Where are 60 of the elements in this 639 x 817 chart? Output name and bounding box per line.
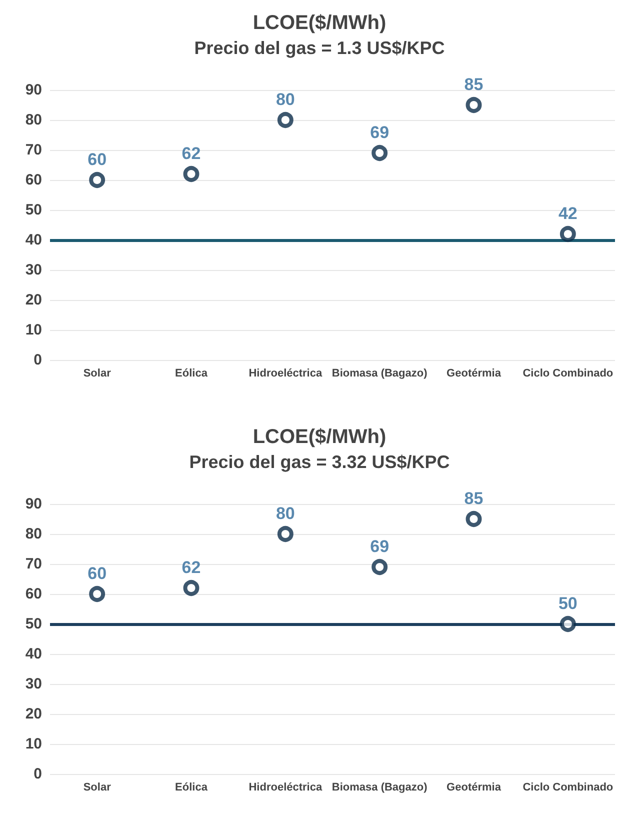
point (89, 586, 106, 602)
point (372, 145, 388, 161)
chart-title: LCOE($/MWh) (252, 426, 386, 448)
point (466, 97, 482, 113)
y-tick-label: 90 (25, 496, 42, 512)
chart-title: LCOE($/MWh) (252, 12, 386, 34)
data-label: 50 (558, 594, 578, 613)
x-tick-label: Biomasa (Bagazo) (332, 782, 428, 794)
y-tick-label: 30 (25, 262, 42, 278)
y-tick-label: 70 (25, 142, 42, 158)
x-tick-label: Ciclo Combinado (522, 368, 614, 380)
y-tick-label: 40 (25, 646, 42, 662)
x-tick-label: Solar (83, 782, 112, 794)
y-tick-label: 20 (25, 292, 42, 308)
y-tick-label: 90 (25, 82, 42, 98)
y-tick-label: 80 (25, 112, 42, 128)
x-tick-label: Geotérmia (446, 368, 502, 380)
point (277, 112, 294, 128)
y-tick-label: 10 (25, 322, 42, 338)
y-tick-label: 10 (25, 736, 42, 752)
y-tick-label: 30 (25, 676, 42, 692)
data-label: 60 (88, 150, 107, 169)
y-tick-label: 20 (25, 706, 42, 722)
point (372, 559, 388, 575)
point (466, 511, 482, 527)
x-tick-label: Eólica (175, 782, 208, 794)
point (183, 166, 200, 182)
chart-subtitle: Precio del gas = 1.3 US$/KPC (194, 38, 445, 58)
x-tick-label: Biomasa (Bagazo) (332, 368, 428, 380)
y-tick-label: 60 (25, 172, 42, 188)
y-tick-label: 80 (25, 526, 42, 542)
data-label: 42 (558, 204, 578, 223)
y-tick-label: 40 (25, 232, 42, 248)
point (89, 172, 106, 188)
data-label: 69 (370, 537, 390, 556)
data-label: 62 (182, 558, 201, 577)
y-tick-label: 70 (25, 556, 42, 572)
data-label: 85 (464, 489, 484, 508)
x-tick-label: Hidroeléctrica (248, 782, 323, 794)
y-tick-label: 50 (25, 616, 42, 632)
x-tick-label: Ciclo Combinado (522, 782, 614, 794)
point (560, 616, 576, 632)
point (277, 526, 294, 542)
point (560, 226, 576, 242)
y-tick-label: 50 (25, 202, 42, 218)
x-tick-label: Eólica (175, 368, 208, 380)
data-label: 62 (182, 144, 201, 163)
data-label: 60 (88, 564, 107, 583)
x-tick-label: Solar (83, 368, 112, 380)
y-tick-label: 0 (34, 352, 42, 368)
data-label: 69 (370, 123, 390, 142)
x-tick-label: Hidroeléctrica (248, 368, 323, 380)
chart-subtitle: Precio del gas = 3.32 US$/KPC (189, 452, 450, 472)
y-tick-label: 0 (34, 766, 42, 782)
data-label: 80 (276, 90, 295, 109)
data-label: 80 (276, 504, 295, 523)
y-tick-label: 60 (25, 586, 42, 602)
x-tick-label: Geotérmia (446, 782, 502, 794)
data-label: 85 (464, 75, 484, 94)
point (183, 580, 200, 596)
